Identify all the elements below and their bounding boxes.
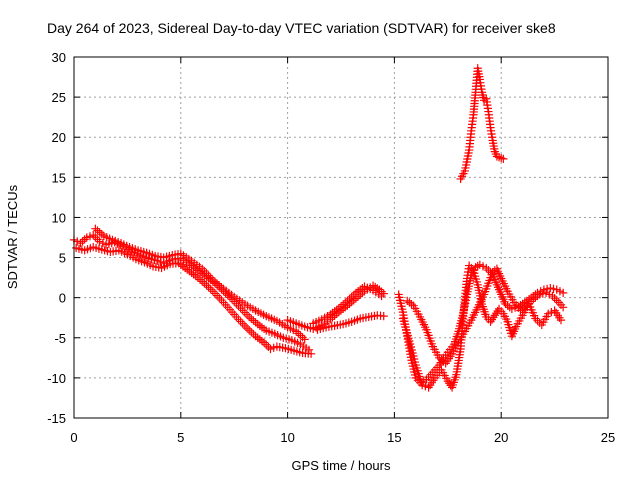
data-point <box>418 381 427 390</box>
data-point <box>266 344 275 354</box>
plot-frame <box>73 56 609 419</box>
data-point <box>82 233 91 242</box>
data-point <box>547 308 556 317</box>
data-point <box>460 166 469 176</box>
data-point <box>463 151 473 161</box>
data-point <box>395 296 405 305</box>
data-point <box>464 148 473 158</box>
grid-lines <box>74 57 608 418</box>
y-tick-label: 10 <box>52 210 66 225</box>
data-point <box>535 290 544 299</box>
data-point <box>549 284 558 293</box>
y-tick-label: 20 <box>52 130 66 145</box>
data-point <box>300 335 309 344</box>
data-point <box>408 348 417 358</box>
data-point <box>544 309 553 318</box>
y-tick-label: 15 <box>52 170 66 185</box>
data-point <box>556 316 566 325</box>
data-point <box>396 299 405 308</box>
data-point <box>398 305 407 314</box>
data-point <box>153 256 162 265</box>
y-tick-label: -15 <box>47 411 66 426</box>
series-arc-storm-1 <box>394 260 568 387</box>
series-arc-storm-2 <box>403 264 568 368</box>
data-point <box>461 296 470 305</box>
data-point <box>461 163 470 173</box>
data-points <box>69 64 568 392</box>
y-tick-label: 30 <box>52 50 66 65</box>
chart-title: Day 264 of 2023, Sidereal Day-to-day VTE… <box>47 20 556 36</box>
data-point <box>545 290 554 299</box>
y-axis-label: SDTVAR / TECUs <box>5 184 20 289</box>
y-tick-label: 5 <box>59 251 66 266</box>
data-point <box>559 303 568 312</box>
data-point <box>405 336 414 346</box>
data-point <box>394 290 403 299</box>
data-point <box>98 239 107 248</box>
data-point <box>475 260 484 269</box>
data-point <box>397 302 406 311</box>
data-point <box>410 354 419 364</box>
series-arc-main-3 <box>91 224 309 344</box>
data-point <box>306 349 316 358</box>
data-point <box>559 288 568 297</box>
data-point <box>95 237 104 246</box>
data-point <box>538 289 547 298</box>
x-axis-label: GPS time / hours <box>292 458 391 473</box>
data-point <box>555 287 565 296</box>
y-tick-label: 25 <box>52 90 66 105</box>
data-point <box>377 291 386 301</box>
series-arc-afternoon-2 <box>309 282 386 328</box>
axis-ticks: 0 5 10 15 20 25 -15 -10 -5 0 5 10 15 20 25 30 <box>47 50 615 445</box>
data-point <box>395 293 404 302</box>
data-point <box>406 339 415 349</box>
y-tick-label: -10 <box>47 371 66 386</box>
data-point <box>379 312 388 321</box>
data-point <box>507 304 516 313</box>
data-point <box>546 283 555 293</box>
data-point <box>410 370 420 380</box>
data-point <box>407 345 416 355</box>
data-point <box>499 154 508 163</box>
data-point <box>541 288 551 297</box>
data-point <box>410 357 420 367</box>
data-point <box>462 160 471 170</box>
data-point <box>269 343 278 352</box>
series-arc-main-2 <box>72 243 316 358</box>
y-tick-label: 0 <box>59 291 66 306</box>
series-arc-peak <box>456 64 508 184</box>
data-point <box>462 157 471 167</box>
data-point <box>406 342 416 352</box>
data-point <box>478 262 488 271</box>
x-tick-label: 15 <box>387 430 401 445</box>
y-tick-label: -5 <box>54 331 66 346</box>
data-point <box>463 154 472 164</box>
data-point <box>85 232 95 241</box>
series-arc-afternoon-3 <box>313 311 388 334</box>
data-point <box>552 285 561 294</box>
x-tick-label: 20 <box>494 430 508 445</box>
x-tick-label: 25 <box>601 430 615 445</box>
data-point <box>421 382 430 391</box>
series-arc-storm-3 <box>398 261 566 392</box>
x-tick-label: 10 <box>280 430 294 445</box>
x-tick-label: 0 <box>70 430 77 445</box>
x-tick-label: 5 <box>177 430 184 445</box>
data-point <box>409 351 418 361</box>
